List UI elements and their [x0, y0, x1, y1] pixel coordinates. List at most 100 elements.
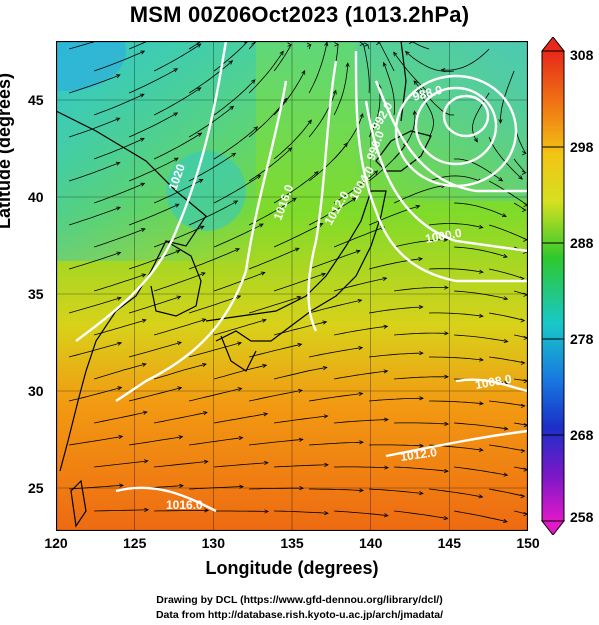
streamline: [334, 370, 388, 380]
streamline-arrowhead: [443, 515, 449, 521]
streamline-arrowhead: [307, 119, 312, 125]
streamline-arrowhead: [522, 151, 527, 156]
colorbar-label: 258: [570, 509, 594, 525]
streamline: [367, 44, 370, 50]
streamline-arrowhead: [498, 119, 503, 124]
streamline: [248, 51, 284, 94]
isobar-1016: [115, 80, 288, 402]
streamline-arrowhead: [197, 132, 203, 137]
streamline: [369, 258, 423, 270]
streamline: [454, 466, 508, 476]
streamline: [188, 200, 238, 226]
y-tick-label: 35: [28, 286, 44, 302]
colorbar-label: 268: [570, 427, 594, 443]
streamline: [489, 400, 525, 407]
streamline-arrowhead: [176, 295, 182, 300]
streamline-arrowhead: [139, 137, 145, 142]
streamline-arrowhead: [357, 298, 363, 303]
streamline: [309, 393, 363, 402]
credit-drawing: Drawing by DCL (https://www.gfd-dennou.o…: [156, 594, 443, 606]
streamline-arrowhead: [503, 518, 508, 523]
streamline-arrowhead: [520, 360, 526, 366]
streamline-arrowhead: [198, 179, 204, 183]
streamline-arrowhead: [359, 440, 364, 445]
streamline: [308, 197, 357, 226]
streamline-arrowhead: [413, 80, 418, 85]
streamline-arrowhead: [116, 296, 122, 301]
streamline-arrowhead: [444, 331, 449, 336]
streamline: [214, 462, 268, 468]
streamline: [454, 334, 508, 342]
streamline: [514, 510, 528, 515]
streamline: [69, 484, 124, 490]
streamline-arrowhead: [323, 414, 329, 419]
streamline: [94, 509, 149, 512]
streamline-arrowhead: [279, 50, 284, 56]
streamline: [213, 79, 256, 116]
streamline-arrowhead: [520, 276, 525, 281]
streamline: [273, 273, 326, 292]
streamline-arrowhead: [115, 161, 121, 166]
streamline: [274, 464, 329, 468]
streamline-arrowhead: [419, 351, 424, 356]
streamline: [128, 250, 180, 270]
streamline: [273, 321, 327, 336]
streamline: [429, 488, 483, 498]
coast-japan: [205, 190, 387, 342]
isobar-1020-southwest: [115, 486, 217, 513]
streamline-arrowhead: [521, 170, 527, 175]
streamline-arrowhead: [501, 213, 507, 217]
streamline-arrowhead: [383, 324, 389, 329]
streamline: [309, 488, 364, 491]
streamline: [69, 436, 123, 446]
streamline: [213, 41, 249, 72]
streamline: [68, 74, 121, 94]
streamline: [514, 334, 528, 339]
streamline-arrowhead: [201, 318, 207, 323]
streamline: [189, 388, 242, 402]
streamline: [308, 42, 328, 94]
streamline-arrowhead: [301, 69, 306, 75]
streamline-arrowhead: [239, 484, 244, 489]
x-tick-label: 140: [359, 535, 383, 551]
streamline-arrowhead: [177, 386, 183, 391]
streamline: [213, 272, 265, 292]
streamline: [68, 117, 120, 138]
streamline-arrowhead: [297, 388, 303, 394]
streamline-arrowhead: [324, 510, 329, 516]
streamline: [213, 126, 258, 160]
streamline-arrowhead: [520, 318, 526, 323]
streamline-arrowhead: [118, 434, 124, 440]
streamline: [394, 287, 448, 292]
colorbar-top-arrow: [540, 37, 566, 52]
x-tick-label: 120: [44, 535, 68, 551]
isobar-996: [394, 74, 518, 188]
streamline: [489, 444, 525, 452]
streamline: [308, 142, 348, 182]
streamline: [128, 68, 178, 94]
contour-label-1012-south: 1012.0: [399, 445, 438, 464]
streamline: [153, 318, 206, 336]
streamline: [129, 436, 183, 446]
streamline: [429, 223, 483, 228]
streamline-arrowhead: [231, 152, 237, 157]
streamline: [213, 175, 261, 204]
streamline-arrowhead: [142, 410, 148, 415]
streamline-arrowhead: [287, 42, 293, 47]
streamline: [93, 274, 146, 292]
streamline-arrowhead: [143, 459, 149, 464]
colorbar: [540, 37, 566, 535]
streamline: [489, 268, 524, 279]
streamline: [214, 510, 269, 512]
streamline-arrowhead: [264, 509, 270, 514]
y-tick-label: 40: [28, 189, 44, 205]
isobar-1020: [75, 41, 228, 342]
streamline-arrowhead: [203, 411, 208, 416]
streamline: [369, 444, 424, 447]
streamline-arrowhead: [503, 296, 509, 301]
streamline-arrowhead: [478, 313, 484, 318]
cool-patch-north: [56, 41, 126, 91]
streamline-arrowhead: [202, 363, 207, 368]
streamline-arrowhead: [393, 51, 398, 57]
streamline-arrowhead: [523, 237, 528, 242]
